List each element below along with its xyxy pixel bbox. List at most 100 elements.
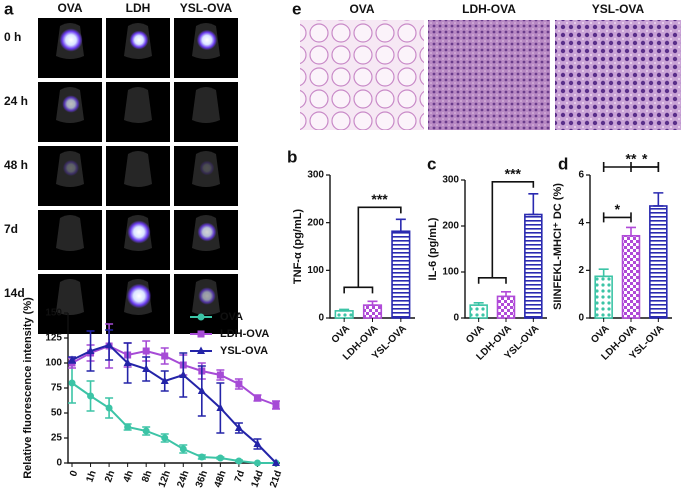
x-tick-label: 21d [268,469,284,489]
bar [334,310,354,319]
y-tick-label: 0 [453,313,459,324]
x-tick-label: 1h [85,469,99,484]
error-bar [395,218,406,233]
fluorescence [199,160,215,176]
error-bar [501,290,511,298]
x-tick-label: 24h [175,469,191,489]
column-label: YSL-OVA [592,2,645,16]
data-point [235,457,243,465]
y-tick-label: 2 [578,265,584,276]
data-point [253,459,261,467]
data-point [197,386,206,394]
panel-label: b [287,147,297,166]
data-point [142,347,150,355]
row-label: 7d [4,222,18,236]
data-point [142,427,150,435]
x-tick-label: 4h [122,469,136,484]
significance-label: *** [505,166,522,182]
y-axis-label: Relative fluorescence intensity (%) [22,297,34,479]
data-point [235,380,243,388]
mouse-image [106,82,170,142]
x-tick-label: OVA [330,323,353,346]
data-point [124,423,132,431]
bar [649,205,668,319]
significance-bracket [602,212,632,223]
panel-labels: a e b c d [4,0,568,173]
error-bar [339,308,350,312]
y-tick-label: 0 [56,458,62,469]
y-axis-label: IL-6 (pg/mL) [427,217,439,280]
fluorescence [198,287,216,305]
data-point [68,379,76,387]
data-point [161,434,169,442]
row-label: 48 h [4,158,28,172]
data-point [197,346,205,354]
significance-label: ** [626,151,637,167]
fluorescence [126,283,152,309]
mouse-image [174,146,238,206]
y-tick-label: 0 [578,313,584,324]
column-label: OVA [57,1,82,15]
data-point [160,376,169,384]
legend-label: LDH-OVA [220,328,269,340]
y-tick-label: 0 [318,313,324,324]
x-tick-label: 14d [250,469,266,489]
mouse-image [174,82,238,142]
column-label: LDH-OVA [462,2,516,16]
y-tick-label: 100 [45,358,62,369]
y-tick-label: 75 [51,383,63,394]
x-tick-label: 36h [194,469,210,489]
y-axis-label: SIINFEKL-MHCI⁺ DC (%) [552,183,564,310]
fluorescence [59,28,83,52]
column-label: OVA [349,2,374,16]
y-tick-label: 100 [442,267,459,278]
data-point [105,404,113,412]
data-point [216,403,225,411]
data-point [161,352,169,360]
bar [524,213,543,319]
data-point [87,392,95,400]
data-point [123,358,132,366]
x-tick-label: 48h [212,469,228,489]
y-tick-label: 200 [307,217,324,228]
series-line [71,382,276,464]
error-bar [626,226,636,237]
significance-label: * [615,201,621,217]
mouse-silhouette [192,87,220,123]
fluorescence [197,222,217,242]
data-point [234,423,243,431]
panel-label: d [558,154,568,173]
bar [469,304,488,319]
bar [594,275,613,319]
data-point [253,439,262,447]
fluorescence [127,220,151,244]
y-tick-label: 25 [51,433,63,444]
y-tick-label: 6 [578,170,584,181]
data-point [105,340,114,348]
x-tick-label: 8h [140,469,154,484]
bar [391,230,411,319]
column-label: LDH [126,1,151,15]
data-point [179,370,188,378]
y-tick-label: 50 [51,408,63,419]
mouse-image [38,274,102,334]
data-point [197,313,205,321]
panel-label: a [4,0,14,18]
error-bar [367,300,378,306]
x-tick-label: 2h [103,469,117,484]
significance-bracket [477,181,535,284]
y-tick-label: 300 [307,170,324,181]
legend-label: OVA [220,311,243,323]
bar [621,234,641,319]
data-point [198,453,206,461]
mouse-image [106,146,170,206]
x-tick-label: OVA [464,323,487,346]
mouse-silhouette [124,87,152,123]
y-tick-label: 4 [578,217,584,228]
x-tick-label: 12h [157,469,173,489]
fluorescence [196,29,218,51]
mouse-silhouette [124,151,152,187]
y-axis-label: TNF-α (pg/mL) [292,209,304,285]
mouse-image [38,210,102,270]
bar [362,304,383,319]
